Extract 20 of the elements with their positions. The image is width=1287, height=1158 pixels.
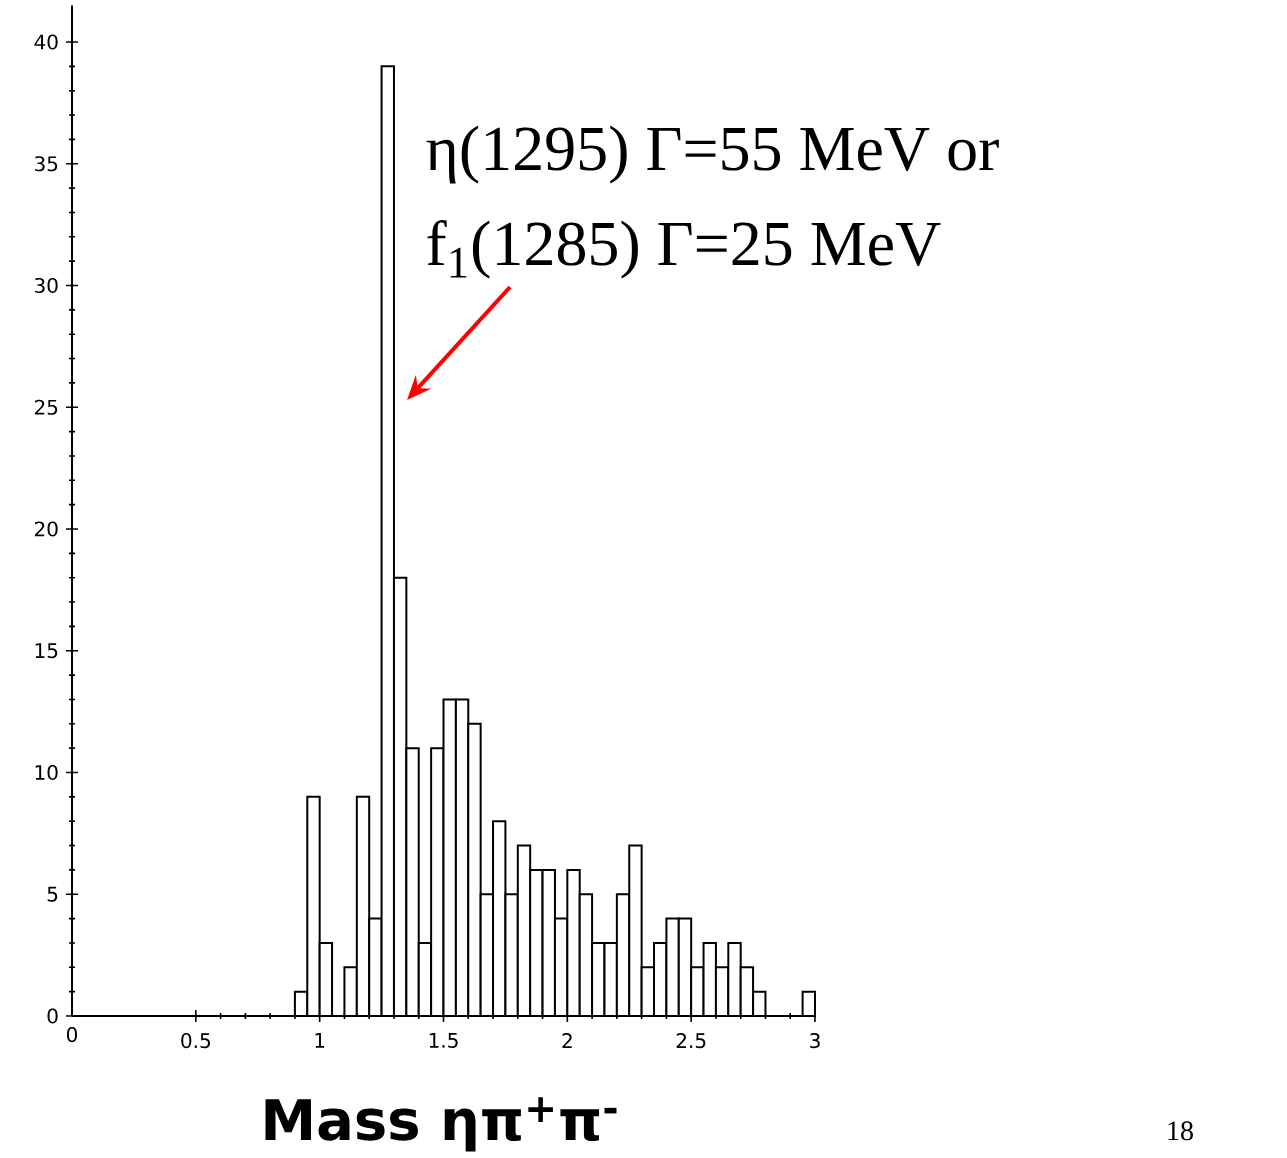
y-tick-label: 10 [35,764,58,781]
y-tick-label: 30 [35,277,58,294]
y-tick-label: 35 [35,156,58,172]
y-tick-label: 0 [47,1008,58,1024]
x-tick-label: 1.5 [429,1033,458,1048]
x-tick-label: 0 [66,1027,78,1043]
x-axis-title: Mass ηπ$^{+}$π$^{-}$ [265,1097,617,1152]
y-tick-label: 5 [47,886,58,902]
y-tick-label: 15 [35,643,58,659]
annotation: η(1295) Γ=55 MeV or [426,125,999,184]
x-tick-label: 2 [562,1033,572,1048]
x-tick-label: 0.5 [181,1033,210,1049]
y-tick-label: 25 [34,399,58,415]
x-tick-label: 1 [315,1033,325,1048]
y-tick-label: 40 [34,34,58,50]
annotation: f$_{1}$(1285) Γ=25 MeV [427,219,941,279]
x-tick-label: 2.5 [676,1033,706,1049]
text: 18 [1168,1121,1193,1141]
y-tick-label: 20 [34,521,58,537]
x-tick-label: 3 [810,1033,820,1049]
